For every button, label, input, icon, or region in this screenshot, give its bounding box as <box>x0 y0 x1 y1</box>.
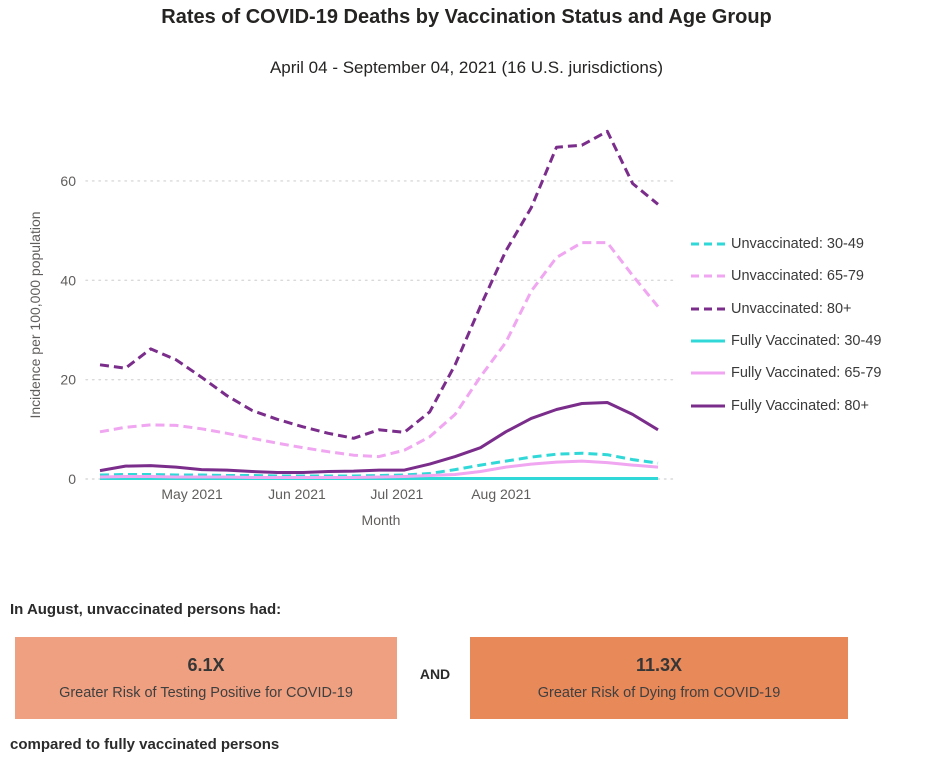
legend-item-unvaccinated-65-79[interactable]: Unvaccinated: 65-79 <box>690 260 933 292</box>
x-tick-label: Aug 2021 <box>471 486 531 502</box>
legend-item-label: Fully Vaccinated: 65-79 <box>731 365 882 382</box>
callout-footer: compared to fully vaccinated persons <box>10 736 280 753</box>
risk-description-dying: Greater Risk of Dying from COVID-19 <box>537 685 781 701</box>
legend-swatch-line <box>691 274 725 278</box>
series-line-fully-vaccinated-80-[interactable] <box>99 401 659 474</box>
legend-item-label: Fully Vaccinated: 80+ <box>731 397 869 414</box>
chart-subtitle: April 04 - September 04, 2021 (16 U.S. j… <box>269 58 664 77</box>
y-axis-title: Incidence per 100,000 population <box>27 211 43 418</box>
legend-swatch-line <box>691 339 725 343</box>
legend-item-label: Unvaccinated: 80+ <box>731 300 852 317</box>
legend-swatch-line <box>691 404 725 408</box>
chart-legend: Unvaccinated: 30-49 Unvaccinated: 65-79 Un… <box>690 228 933 422</box>
y-tick-label: 40 <box>60 272 76 288</box>
legend-item-label: Unvaccinated: 30-49 <box>731 236 864 253</box>
series-line-fully-vaccinated-65-79[interactable] <box>99 459 659 479</box>
legend-item-fully-vaccinated-30-49[interactable]: Fully Vaccinated: 30-49 <box>690 325 933 357</box>
legend-item-label: Fully Vaccinated: 30-49 <box>731 333 882 350</box>
legend-item-label: Unvaccinated: 65-79 <box>731 268 864 285</box>
x-tick-label: May 2021 <box>161 486 223 502</box>
y-tick-label: 60 <box>60 173 76 189</box>
risk-multiplier-testing: 6.1X <box>187 655 225 675</box>
series-line-unvaccinated-65-79[interactable] <box>99 241 660 459</box>
y-tick-label: 20 <box>60 372 76 388</box>
series-line-unvaccinated-80-[interactable] <box>99 129 659 440</box>
chart-title: Rates of COVID-19 Deaths by Vaccination … <box>161 6 772 28</box>
y-tick-label: 0 <box>68 471 76 487</box>
x-tick-label: Jul 2021 <box>370 486 423 502</box>
risk-box-dying: 11.3X Greater Risk of Dying from COVID-1… <box>470 637 848 719</box>
legend-swatch-line <box>691 307 725 311</box>
risk-multiplier-dying: 11.3X <box>635 655 683 675</box>
series-line-unvaccinated-30-49[interactable] <box>99 451 659 478</box>
risk-box-testing-positive: 6.1X Greater Risk of Testing Positive fo… <box>15 637 397 719</box>
callout-intro: In August, unvaccinated persons had: <box>10 601 282 618</box>
x-tick-label: Jun 2021 <box>268 486 326 502</box>
legend-item-fully-vaccinated-80-[interactable]: Fully Vaccinated: 80+ <box>690 389 933 421</box>
legend-item-unvaccinated-30-49[interactable]: Unvaccinated: 30-49 <box>690 228 933 260</box>
legend-item-fully-vaccinated-65-79[interactable]: Fully Vaccinated: 65-79 <box>690 357 933 389</box>
x-axis-title: Month <box>362 512 401 528</box>
conjunction-label: AND <box>419 666 451 682</box>
legend-item-unvaccinated-80-[interactable]: Unvaccinated: 80+ <box>690 293 933 325</box>
line-chart: Incidence per 100,000 population Month 0… <box>27 129 677 528</box>
legend-swatch-line <box>691 242 725 246</box>
legend-swatch-line <box>691 371 725 375</box>
risk-description-testing: Greater Risk of Testing Positive for COV… <box>59 685 353 701</box>
